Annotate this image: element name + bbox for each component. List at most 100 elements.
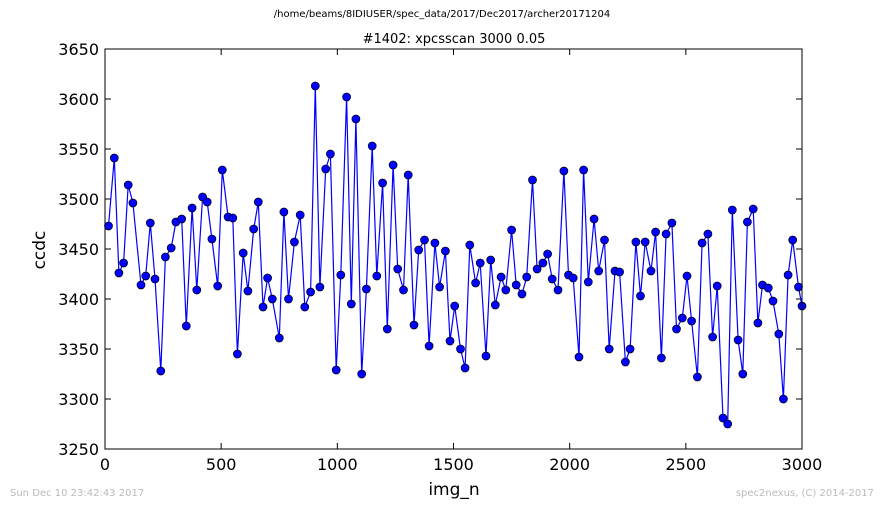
y-tick-label: 3500 bbox=[58, 190, 99, 209]
data-point bbox=[263, 273, 272, 283]
data-point bbox=[486, 255, 496, 265]
data-point bbox=[538, 258, 548, 268]
data-point bbox=[228, 213, 238, 223]
data-point bbox=[217, 165, 227, 175]
x-tick-label: 1500 bbox=[433, 455, 474, 474]
data-point bbox=[753, 318, 763, 328]
data-point bbox=[213, 281, 223, 291]
data-point bbox=[336, 270, 346, 280]
x-tick-label: 0 bbox=[100, 455, 110, 474]
x-tick-label: 500 bbox=[206, 455, 237, 474]
data-point bbox=[123, 180, 133, 190]
data-point bbox=[258, 302, 268, 312]
y-axis-label: ccdc bbox=[30, 231, 50, 270]
data-point bbox=[697, 238, 707, 248]
data-point bbox=[507, 225, 516, 235]
data-point bbox=[621, 357, 630, 367]
data-point bbox=[456, 344, 465, 354]
y-tick-label: 3600 bbox=[58, 90, 99, 109]
data-point bbox=[315, 282, 325, 292]
data-point bbox=[682, 271, 692, 281]
data-point bbox=[783, 270, 793, 280]
data-point bbox=[284, 294, 293, 304]
data-point bbox=[490, 300, 500, 310]
data-point bbox=[615, 267, 624, 277]
data-point bbox=[640, 237, 650, 247]
y-tick-label: 3650 bbox=[58, 40, 99, 59]
data-point bbox=[253, 197, 263, 207]
data-point bbox=[625, 344, 635, 354]
data-point bbox=[161, 252, 170, 262]
data-point bbox=[306, 287, 315, 297]
data-point bbox=[119, 258, 128, 268]
data-point bbox=[522, 272, 532, 282]
data-point bbox=[594, 266, 604, 276]
data-point bbox=[543, 249, 552, 259]
data-point bbox=[181, 321, 191, 331]
data-point bbox=[177, 214, 187, 224]
x-tick-label: 3000 bbox=[782, 455, 823, 474]
data-point bbox=[636, 291, 645, 301]
x-tick-label: 1000 bbox=[317, 455, 358, 474]
data-point bbox=[274, 333, 284, 343]
data-point bbox=[703, 229, 713, 239]
data-point bbox=[295, 210, 305, 220]
data-point bbox=[517, 289, 527, 299]
data-point bbox=[763, 283, 773, 293]
data-point bbox=[109, 153, 119, 163]
data-point bbox=[393, 264, 403, 274]
data-point bbox=[687, 316, 696, 326]
data-point bbox=[430, 238, 440, 248]
data-point bbox=[501, 285, 511, 295]
data-point bbox=[233, 349, 242, 359]
data-point bbox=[141, 271, 151, 281]
data-point bbox=[511, 280, 521, 290]
data-point bbox=[346, 299, 356, 309]
data-point bbox=[774, 329, 784, 339]
data-point bbox=[481, 351, 491, 361]
data-point bbox=[600, 235, 609, 245]
data-point bbox=[202, 197, 212, 207]
y-tick-label: 3450 bbox=[58, 240, 99, 259]
data-point bbox=[475, 258, 485, 268]
data-point bbox=[631, 237, 641, 247]
x-tick-label: 2500 bbox=[665, 455, 706, 474]
data-point bbox=[708, 332, 717, 342]
data-point bbox=[310, 81, 320, 91]
data-point bbox=[378, 178, 387, 188]
data-point bbox=[145, 218, 155, 228]
data-point bbox=[604, 344, 614, 354]
data-point bbox=[388, 160, 398, 170]
footer-credit: spec2nexus, (C) 2014-2017 bbox=[735, 488, 874, 499]
data-point bbox=[553, 285, 563, 295]
y-tick-label: 3300 bbox=[58, 390, 99, 409]
data-point bbox=[718, 413, 728, 423]
data-point bbox=[768, 296, 778, 306]
data-point bbox=[114, 268, 124, 278]
data-point bbox=[326, 149, 335, 159]
data-point bbox=[357, 369, 367, 379]
data-point bbox=[574, 352, 584, 362]
data-point bbox=[321, 164, 331, 174]
data-point bbox=[667, 218, 677, 228]
data-point bbox=[693, 372, 702, 382]
series-line bbox=[107, 85, 803, 426]
data-point bbox=[104, 221, 113, 231]
data-point bbox=[362, 284, 371, 294]
data-point bbox=[559, 166, 569, 176]
y-tick-label: 3350 bbox=[58, 340, 99, 359]
data-point bbox=[528, 175, 537, 185]
data-point bbox=[192, 285, 202, 295]
data-point bbox=[409, 320, 419, 330]
y-tick-label: 3550 bbox=[58, 140, 99, 159]
data-point bbox=[166, 243, 176, 253]
data-point bbox=[156, 366, 166, 376]
data-point bbox=[646, 266, 656, 276]
axes-frame bbox=[104, 48, 803, 450]
figure-suptitle: /home/beams/8IDIUSER/spec_data/2017/Dec2… bbox=[273, 9, 611, 20]
data-point bbox=[238, 248, 248, 258]
data-point bbox=[794, 282, 803, 292]
data-point bbox=[672, 324, 681, 334]
data-point bbox=[727, 205, 737, 215]
